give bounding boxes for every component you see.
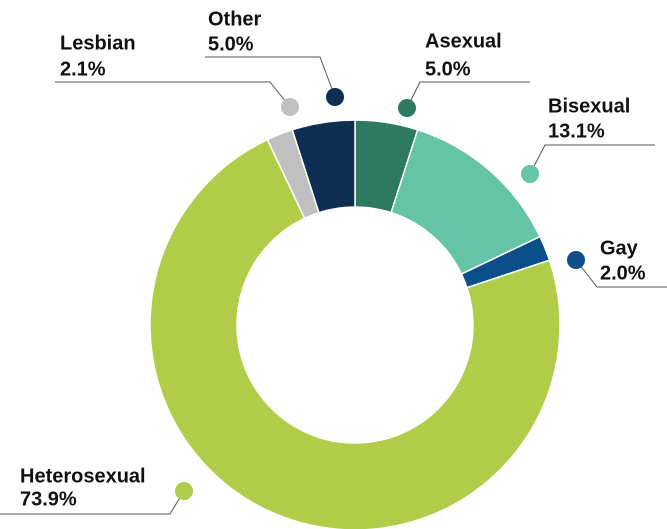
category-label: Other xyxy=(208,8,262,30)
label-dot xyxy=(326,88,344,106)
value-label: 2.0% xyxy=(600,262,646,284)
label-dot xyxy=(398,99,416,117)
leader-line xyxy=(575,259,667,288)
category-label: Asexual xyxy=(425,30,502,52)
value-label: 5.0% xyxy=(425,58,471,80)
leader-line xyxy=(406,81,530,109)
category-label: Gay xyxy=(600,237,639,259)
label-dot xyxy=(567,251,585,269)
label-dot xyxy=(281,98,299,116)
value-label: 73.9% xyxy=(20,488,77,510)
value-label: 2.1% xyxy=(60,58,106,80)
value-label: 5.0% xyxy=(208,33,254,55)
donut-segment xyxy=(291,119,356,214)
label-dot xyxy=(521,165,539,183)
leader-line xyxy=(529,144,655,175)
value-label: 13.1% xyxy=(548,120,605,142)
category-label: Lesbian xyxy=(60,32,136,54)
donut-segment xyxy=(149,138,561,529)
leader-line xyxy=(205,56,336,98)
leader-line xyxy=(55,81,291,108)
category-label: Heterosexual xyxy=(20,465,146,487)
label-dot xyxy=(175,482,193,500)
category-label: Bisexual xyxy=(548,95,630,117)
